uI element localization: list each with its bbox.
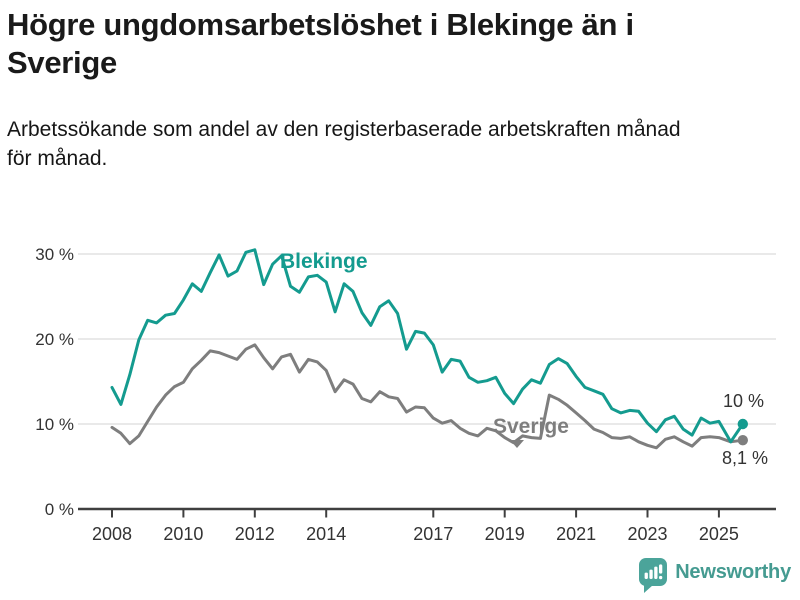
y-tick-label: 30 % — [35, 245, 74, 264]
blekinge-end-value-label: 10 % — [722, 391, 764, 411]
blekinge-series-label: Blekinge — [280, 250, 368, 273]
x-tick-label: 2021 — [556, 524, 596, 544]
end-dot-sverige — [737, 435, 748, 446]
x-tick-label: 2017 — [413, 524, 453, 544]
x-tick-label: 2025 — [699, 524, 739, 544]
series-line-blekinge — [110, 248, 745, 444]
bar-chart-speech-bubble-icon — [644, 564, 663, 580]
y-tick-label: 0 % — [45, 500, 74, 519]
newsworthy-brand-link[interactable]: Newsworthy — [639, 558, 791, 593]
sverige-end-value-label: 8,1 % — [721, 448, 768, 468]
series-line-sverige — [110, 343, 745, 450]
x-tick-label: 2019 — [485, 524, 525, 544]
x-tick-label: 2012 — [235, 524, 275, 544]
y-tick-label: 10 % — [35, 415, 74, 434]
x-tick-label: 2014 — [306, 524, 346, 544]
page-subtitle: Arbetssökande som andel av den registerb… — [7, 117, 681, 171]
end-dot-blekinge — [737, 418, 748, 430]
y-tick-label: 20 % — [35, 330, 74, 349]
line-chart: 0 % 10 % 20 % 30 % 2008 2010 2012 2014 2017 2019 2… — [35, 245, 776, 544]
page-title: Högre ungdomsarbetslöshet i Blekinge än … — [7, 7, 634, 80]
newsworthy-wordmark: Newsworthy — [675, 560, 791, 583]
newsworthy-logo-icon — [639, 558, 668, 593]
x-tick-label: 2008 — [92, 524, 132, 544]
sverige-label-caret-down-icon — [510, 440, 524, 448]
x-tick-label: 2010 — [163, 524, 203, 544]
sverige-series-label: Sverige — [493, 415, 569, 438]
x-tick-label: 2023 — [627, 524, 667, 544]
